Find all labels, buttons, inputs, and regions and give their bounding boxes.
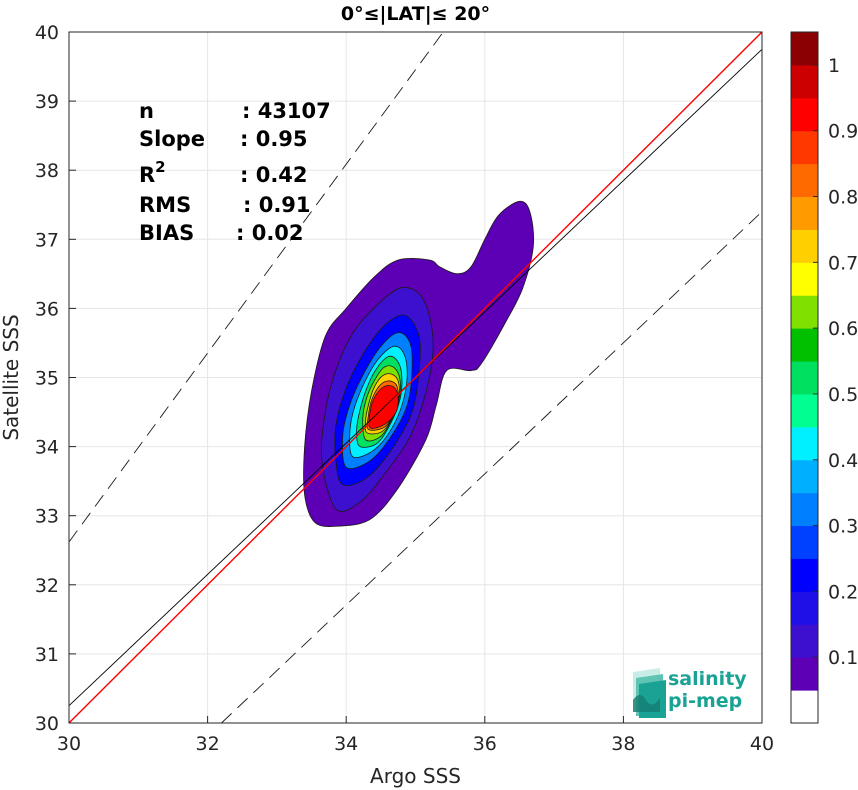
colorbar-segment [791, 459, 818, 494]
y-tick-label: 40 [35, 22, 59, 44]
stat-label: n [139, 99, 154, 123]
colorbar-segment [791, 97, 818, 132]
colorbar-tick-label: 0.5 [828, 384, 858, 406]
x-tick-label: 38 [611, 733, 635, 755]
colorbar-segment [791, 196, 818, 230]
lower-bound-line [221, 211, 763, 724]
y-tick-label: 36 [35, 298, 59, 320]
density-contour [368, 385, 399, 429]
x-tick-label: 30 [57, 733, 81, 755]
colorbar-segment [791, 657, 818, 691]
colorbar-tick-label: 0.7 [828, 252, 858, 274]
logo-icon [633, 668, 666, 718]
y-axis-ticks: 30 31 32 33 34 35 36 37 38 39 40 [35, 22, 76, 735]
y-tick-label: 37 [35, 229, 59, 251]
stat-value: : 0.42 [240, 163, 308, 187]
colorbar-segment [791, 328, 818, 362]
y-tick-label: 32 [35, 575, 59, 597]
salinity-pimep-logo: salinity pi-mep [633, 668, 747, 718]
colorbar-tick-label: 0.3 [828, 516, 858, 538]
chart-title: 0°≤|LAT|≤ 20° [341, 3, 490, 25]
colorbar: 0.1 0.2 0.3 0.4 0.5 0.6 0.7 0.8 0.9 1 [790, 31, 858, 724]
logo-line1: salinity [668, 668, 747, 690]
colorbar-segment [791, 361, 818, 395]
x-axis-label: Argo SSS [370, 764, 461, 788]
stat-label-superscript: 2 [155, 158, 165, 176]
y-tick-label: 30 [35, 713, 59, 735]
statistics-panel: n : 43107 Slope : 0.95 R2 : 0.42 RMS : 0.91 BIAS… [139, 99, 331, 245]
upper-bound-line [68, 31, 444, 543]
colorbar-segment [791, 558, 818, 592]
y-tick-label: 38 [35, 160, 59, 182]
y-tick-label: 34 [35, 437, 59, 459]
colorbar-tick-label: 0.4 [828, 450, 858, 472]
colorbar-segment [791, 525, 818, 559]
colorbar-segment [791, 130, 818, 165]
colorbar-tick-label: 0.2 [828, 581, 858, 603]
colorbar-segment [791, 64, 818, 99]
stat-label: BIAS [139, 221, 194, 245]
x-tick-label: 34 [334, 733, 358, 755]
colorbar-segment [791, 163, 818, 198]
y-tick-label: 39 [35, 91, 59, 113]
logo-line2: pi-mep [668, 690, 742, 712]
reference-lines [68, 31, 763, 724]
stat-label: RMS [139, 193, 191, 217]
stat-value: : 43107 [242, 99, 331, 123]
colorbar-tick-label: 1 [828, 55, 840, 77]
colorbar-segment [791, 690, 818, 724]
colorbar-segment [791, 426, 818, 461]
colorbar-segment [791, 492, 818, 527]
density-contours [303, 200, 534, 527]
colorbar-segment [791, 262, 818, 296]
one-to-one-line [68, 31, 763, 724]
stat-value: : 0.95 [240, 127, 308, 151]
colorbar-segment [791, 229, 818, 263]
stat-label: Slope [139, 127, 205, 151]
y-axis-label: Satellite SSS [0, 314, 23, 440]
colorbar-segment [791, 393, 818, 428]
x-axis-ticks: 30 32 34 36 38 40 [57, 716, 774, 755]
colorbar-segment [791, 32, 818, 66]
colorbar-segment [791, 624, 818, 658]
colorbar-tick-label: 0.8 [828, 187, 858, 209]
colorbar-tick-label: 0.6 [828, 318, 858, 340]
stat-value: : 0.91 [243, 193, 311, 217]
y-tick-label: 31 [35, 644, 59, 666]
colorbar-segment [791, 591, 818, 625]
stat-value: : 0.02 [236, 221, 304, 245]
colorbar-frame [790, 31, 819, 724]
x-tick-label: 36 [473, 733, 497, 755]
x-tick-label: 32 [196, 733, 220, 755]
y-tick-label: 35 [35, 368, 59, 390]
colorbar-tick-label: 0.9 [828, 121, 858, 143]
y-tick-label: 33 [35, 506, 59, 528]
colorbar-tick-label: 0.1 [828, 647, 858, 669]
stat-label: R2 [139, 158, 166, 187]
colorbar-segment [791, 295, 818, 329]
x-tick-label: 40 [750, 733, 774, 755]
